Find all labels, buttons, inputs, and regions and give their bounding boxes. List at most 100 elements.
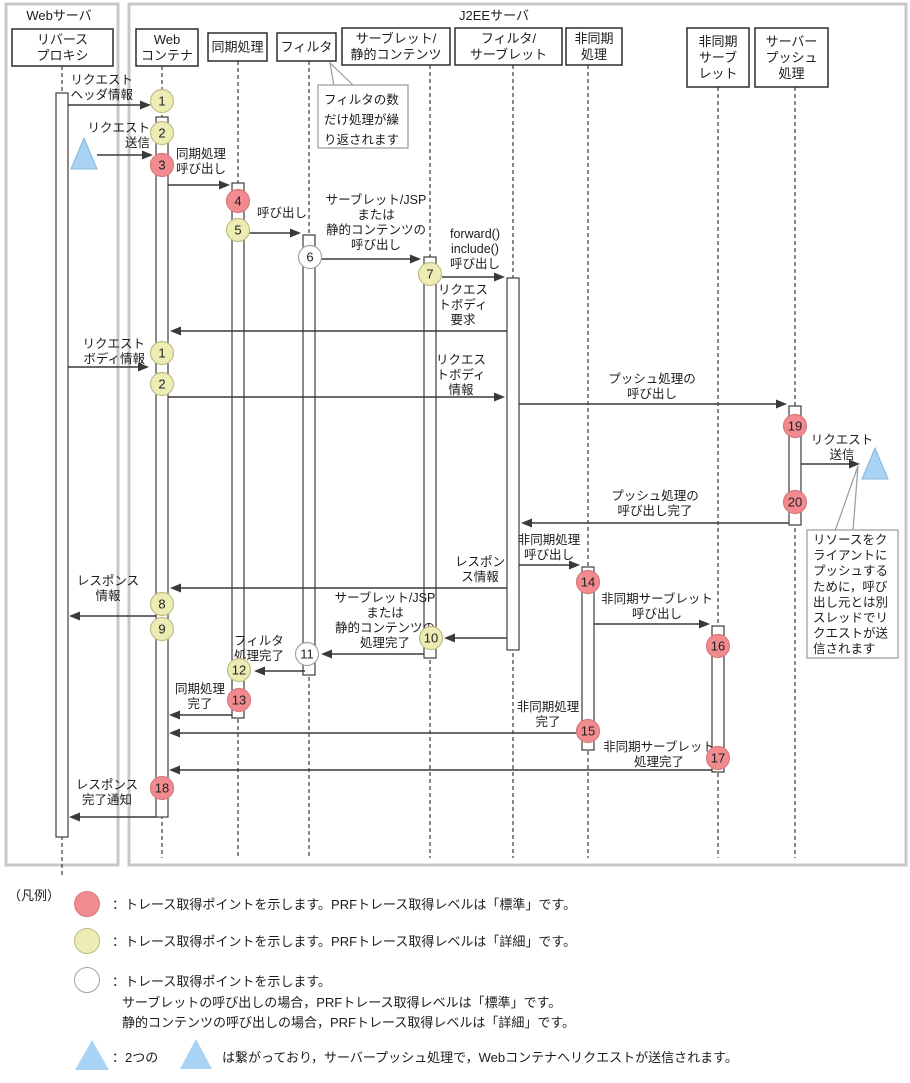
msg-async-complete-label: 非同期処理	[517, 700, 580, 714]
servlet-static-content-activation	[423, 256, 437, 659]
trace-point-13-icon	[226, 687, 252, 713]
trace-point-2-icon	[149, 371, 175, 397]
web-server-title: Webサーバ	[26, 8, 91, 23]
msg-request-header-info-arrowhead-icon	[140, 100, 151, 110]
msg-push-call-arrowhead-icon	[776, 399, 787, 409]
server-push-process-label: 処理	[778, 66, 804, 81]
msg-async-call-label: 呼び出し	[524, 548, 574, 562]
trace-point-4-icon	[225, 188, 251, 214]
sync-process-label: 同期処理	[211, 40, 263, 55]
msg-sync-call-arrowhead-icon	[219, 180, 230, 190]
trace-point-10-number: 10	[424, 631, 438, 646]
legend-detail-circle-icon	[74, 928, 100, 954]
msg-request-body-info-left-label: ボディ情報	[83, 351, 145, 366]
legend-neutral-circle-icon	[74, 967, 100, 993]
msg-request-body-info-left-label: リクエスト	[82, 337, 145, 351]
trace-point-9-icon	[149, 616, 175, 642]
msg-request-header-info-label: リクエスト	[70, 73, 133, 87]
msg-push-call-label: 呼び出し	[627, 387, 677, 401]
msg-request-body-request-label: トボディ	[438, 297, 487, 312]
legend-triangle-pre: ：2つの	[112, 1050, 159, 1065]
trace-point-14-number: 14	[581, 575, 595, 590]
msg-request-body-info-right-label: トボディ	[436, 367, 485, 382]
trace-point-6-icon	[297, 244, 323, 270]
trace-point-11-icon	[294, 641, 320, 667]
trace-point-9-number: 9	[158, 622, 165, 637]
msg-request-send-label: 送信	[125, 135, 150, 150]
trace-point-15-icon	[575, 718, 601, 744]
trace-point-20-number: 20	[788, 495, 802, 510]
server-push-process-box	[754, 27, 829, 88]
note-push-thread-label: 信されます	[813, 642, 876, 656]
msg-request-send-push-arrowhead-icon	[849, 459, 860, 469]
msg-push-call-complete-label: 呼び出し完了	[617, 503, 692, 518]
msg-sync-complete-label: 同期処理	[175, 682, 226, 696]
msg-request-body-info-right-label: リクエス	[436, 353, 486, 367]
note-filter-repeat-box	[317, 84, 409, 149]
trace-point-10-icon	[418, 625, 444, 651]
note-push-thread-label: ライアントに	[813, 549, 888, 563]
sync-process-activation	[231, 182, 245, 719]
msg-response-complete-notice-label: レスポンス	[76, 778, 138, 792]
msg-request-body-request-label: リクエス	[438, 283, 488, 297]
async-servlet-label: サーブ	[699, 50, 737, 65]
trace-point-14-icon	[575, 569, 601, 595]
legend-neutral-text-line2: サーブレットの呼び出しの場合，PRFトレース取得レベルは「標準」です。	[122, 995, 562, 1010]
msg-request-body-info-right-label: 情報	[448, 383, 474, 397]
msg-servlet-process-complete-label: 処理完了	[360, 635, 410, 650]
note-push-thread-label: クエストが送	[813, 626, 889, 641]
msg-response-info-right-arrowhead-icon	[170, 583, 181, 593]
legend-triangle-icon	[75, 1040, 109, 1070]
msg-request-body-request-arrowhead-icon	[170, 326, 181, 336]
reverse-proxy-activation	[55, 92, 69, 838]
msg-async-call-arrowhead-icon	[569, 560, 580, 570]
trace-point-2-icon	[149, 120, 175, 146]
trace-point-17-icon	[705, 745, 731, 771]
msg-servlet-process-complete-arrowhead-icon	[321, 649, 332, 659]
msg-servlet-return-arrowhead-icon	[444, 633, 455, 643]
server-push-process-label: プッシュ	[765, 50, 817, 65]
msg-forward-include-call-label: 呼び出し	[450, 257, 500, 271]
msg-request-body-info-left-arrowhead-icon	[138, 362, 149, 372]
msg-servlet-process-complete-label: サーブレット/JSP	[335, 590, 436, 605]
trace-point-2-number: 2	[158, 377, 165, 392]
j2ee-server-title: J2EEサーバ	[459, 8, 529, 23]
trace-point-8-icon	[149, 591, 175, 617]
msg-filter-process-complete-arrowhead-icon	[254, 666, 265, 676]
filter-activation	[302, 234, 316, 676]
msg-request-send-label: リクエスト	[87, 121, 150, 135]
msg-request-send-push-label: リクエスト	[811, 433, 874, 447]
msg-sync-complete-arrowhead-icon	[169, 710, 180, 720]
web-container-box	[135, 28, 199, 67]
msg-servlet-call-arrowhead-icon	[410, 254, 421, 264]
async-process-box	[565, 27, 623, 66]
note-push-thread-label: ために，呼び	[813, 580, 888, 594]
filter-servlet-label: サーブレット	[470, 47, 547, 62]
web-container-label: Web	[154, 32, 181, 47]
msg-servlet-process-complete-label: 静的コンテンツの	[335, 620, 435, 635]
msg-async-servlet-complete-label: 非同期サーブレット	[603, 739, 715, 754]
msg-response-complete-notice-label: 完了通知	[82, 792, 132, 807]
filter-label: フィルタ	[281, 40, 333, 55]
msg-forward-include-call-label: include()	[451, 242, 499, 256]
msg-request-body-request-label: 要求	[450, 313, 476, 327]
msg-servlet-call-label: 静的コンテンツの	[326, 222, 426, 237]
trace-point-18-icon	[149, 775, 175, 801]
note-filter-repeat-label: り返されます	[324, 133, 399, 147]
note-push-thread-label: リソースをク	[813, 533, 887, 547]
async-process-label: 処理	[581, 47, 607, 62]
async-servlet-label: レット	[698, 66, 737, 81]
note-filter-repeat-beak	[329, 61, 356, 87]
msg-push-call-complete-arrowhead-icon	[521, 518, 532, 528]
trace-point-1-number: 1	[158, 94, 165, 109]
msg-request-body-info-right-arrowhead-icon	[494, 392, 505, 402]
note-filter-repeat-label: フィルタの数	[324, 92, 399, 107]
legend-triangle-post: は繋がっており，サーバープッシュ処理で，Webコンテナへリクエストが送信されます…	[222, 1050, 738, 1065]
msg-servlet-call-label: または	[357, 208, 395, 222]
trace-point-19-icon	[782, 413, 808, 439]
legend-detail-text: ：トレース取得ポイントを示します。PRFトレース取得レベルは「詳細」です。	[112, 934, 577, 949]
msg-filter-call-arrowhead-icon	[290, 228, 301, 238]
async-process-activation	[581, 566, 595, 751]
